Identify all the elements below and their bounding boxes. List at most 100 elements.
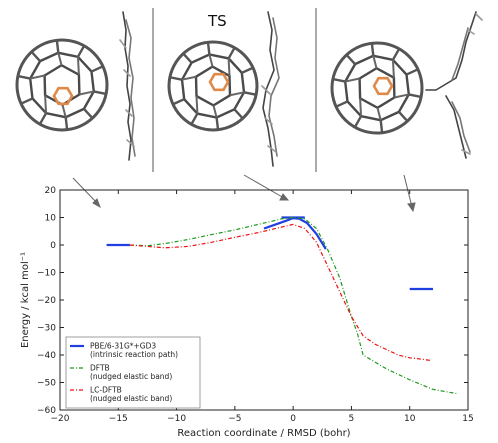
cage-bond <box>405 68 419 76</box>
cage-bond <box>215 117 220 130</box>
x-axis: −20 −15 −10 −5 0 5 10 15 <box>51 190 474 424</box>
cage-bond <box>359 98 363 117</box>
cage-bond <box>79 90 94 96</box>
cage-bond <box>30 74 45 80</box>
structure-illustrations: TS <box>15 8 483 213</box>
series-pbe-6-31g-gd3 <box>106 216 433 291</box>
cage-bond <box>195 96 199 114</box>
cage-bond <box>229 91 245 97</box>
cage-bond <box>227 47 236 60</box>
cage-bond <box>227 58 231 76</box>
cage-bond <box>391 59 395 78</box>
cage-bond <box>169 76 183 81</box>
cage-bond <box>345 54 356 65</box>
y-tick-label: −50 <box>37 379 56 389</box>
x-tick-label: 0 <box>290 414 296 424</box>
cage-bond <box>206 42 211 55</box>
y-tick-label: 10 <box>45 214 57 224</box>
cage-bond <box>76 56 80 75</box>
highlighted-ring <box>52 86 74 106</box>
x-tick-label: 15 <box>462 414 473 424</box>
cage-outline <box>330 41 424 135</box>
legend-entry-note: (nudged elastic band) <box>90 372 172 381</box>
cage-ring <box>28 51 96 119</box>
cage-bond <box>394 93 409 99</box>
y-tick-label: −30 <box>37 324 56 334</box>
cage-bond <box>93 90 107 96</box>
y-tick-label: −40 <box>37 351 56 361</box>
cage-bond <box>55 40 60 53</box>
series-layer <box>106 216 457 395</box>
cage-bond <box>353 115 363 128</box>
legend-entry-name: DFTB <box>90 364 110 373</box>
cage-bond <box>233 108 244 120</box>
y-axis: −60 −50 −40 −30 −20 −10 0 10 20 <box>37 186 468 416</box>
cage-bond <box>379 120 384 133</box>
cage-bond <box>64 117 69 130</box>
cage-bond <box>38 112 48 125</box>
y-tick-label: −60 <box>37 406 56 416</box>
series-line-segment <box>263 216 327 250</box>
cage-bond <box>181 75 197 81</box>
highlighted-ring <box>208 72 230 92</box>
y-tick-label: −20 <box>37 296 56 306</box>
x-tick-label: −5 <box>228 414 241 424</box>
cage-bond <box>345 77 360 83</box>
cage-outline <box>15 38 109 132</box>
cage-bond <box>241 66 254 74</box>
cage-bond <box>372 55 378 69</box>
x-tick-label: −10 <box>167 414 186 424</box>
y-tick-label: 20 <box>45 186 57 196</box>
cage-bond <box>61 104 67 118</box>
y-tick-label: −10 <box>37 269 56 279</box>
legend: PBE/6-31G*+GD3(intrinsic reaction path) D… <box>65 336 201 409</box>
cage-ring <box>43 63 81 107</box>
reactant-sidechain-illustration <box>119 11 136 161</box>
cage-bond <box>57 52 63 66</box>
series-line-segment <box>129 223 431 362</box>
cage-bond <box>83 108 94 119</box>
ts-sidechain-illustration <box>261 11 280 167</box>
cage-bond <box>212 105 218 118</box>
ts-fullerene-illustration <box>167 40 259 132</box>
reactant-fullerene-illustration <box>15 38 109 132</box>
legend-entry-note: (nudged elastic band) <box>90 394 172 403</box>
cage-ring <box>343 54 411 122</box>
y-tick-label: 0 <box>50 241 56 251</box>
legend-box <box>65 336 201 409</box>
cage-bond <box>182 52 193 64</box>
cage-ring <box>358 66 396 110</box>
cage-bond <box>398 111 409 122</box>
cage-bond <box>208 54 214 67</box>
cage-bond <box>332 77 346 83</box>
x-axis-label: Reaction coordinate / RMSD (bohr) <box>177 428 350 439</box>
cage-outline <box>167 40 259 132</box>
legend-entry-name: PBE/6-31G*+GD3 <box>90 342 156 351</box>
legend-entry-note: (intrinsic reaction path) <box>90 350 178 359</box>
cage-bond <box>408 93 422 99</box>
cage-bond <box>370 43 375 56</box>
cage-bond <box>172 98 185 106</box>
x-tick-label: −15 <box>109 414 128 424</box>
y-axis-label: Energy / kcal mol⁻¹ <box>20 252 31 348</box>
x-tick-label: 10 <box>404 414 416 424</box>
ts-label: TS <box>207 12 227 30</box>
x-tick-label: 5 <box>349 414 355 424</box>
product-sidechain-illustration <box>425 11 483 159</box>
cage-bond <box>44 95 48 114</box>
cage-bond <box>190 112 199 125</box>
cage-bond <box>391 48 401 61</box>
pointer-arrows <box>72 174 416 213</box>
highlighted-ring <box>372 76 394 96</box>
cage-bond <box>20 97 34 105</box>
cage-bond <box>243 91 257 96</box>
cage-bond <box>376 107 382 121</box>
product-fullerene-illustration <box>330 41 424 135</box>
cage-bond <box>90 65 104 73</box>
cage-bond <box>335 100 349 108</box>
legend-entry-name: LC-DFTB <box>90 386 122 395</box>
x-tick-label: −20 <box>51 414 70 424</box>
cage-bond <box>30 51 41 62</box>
